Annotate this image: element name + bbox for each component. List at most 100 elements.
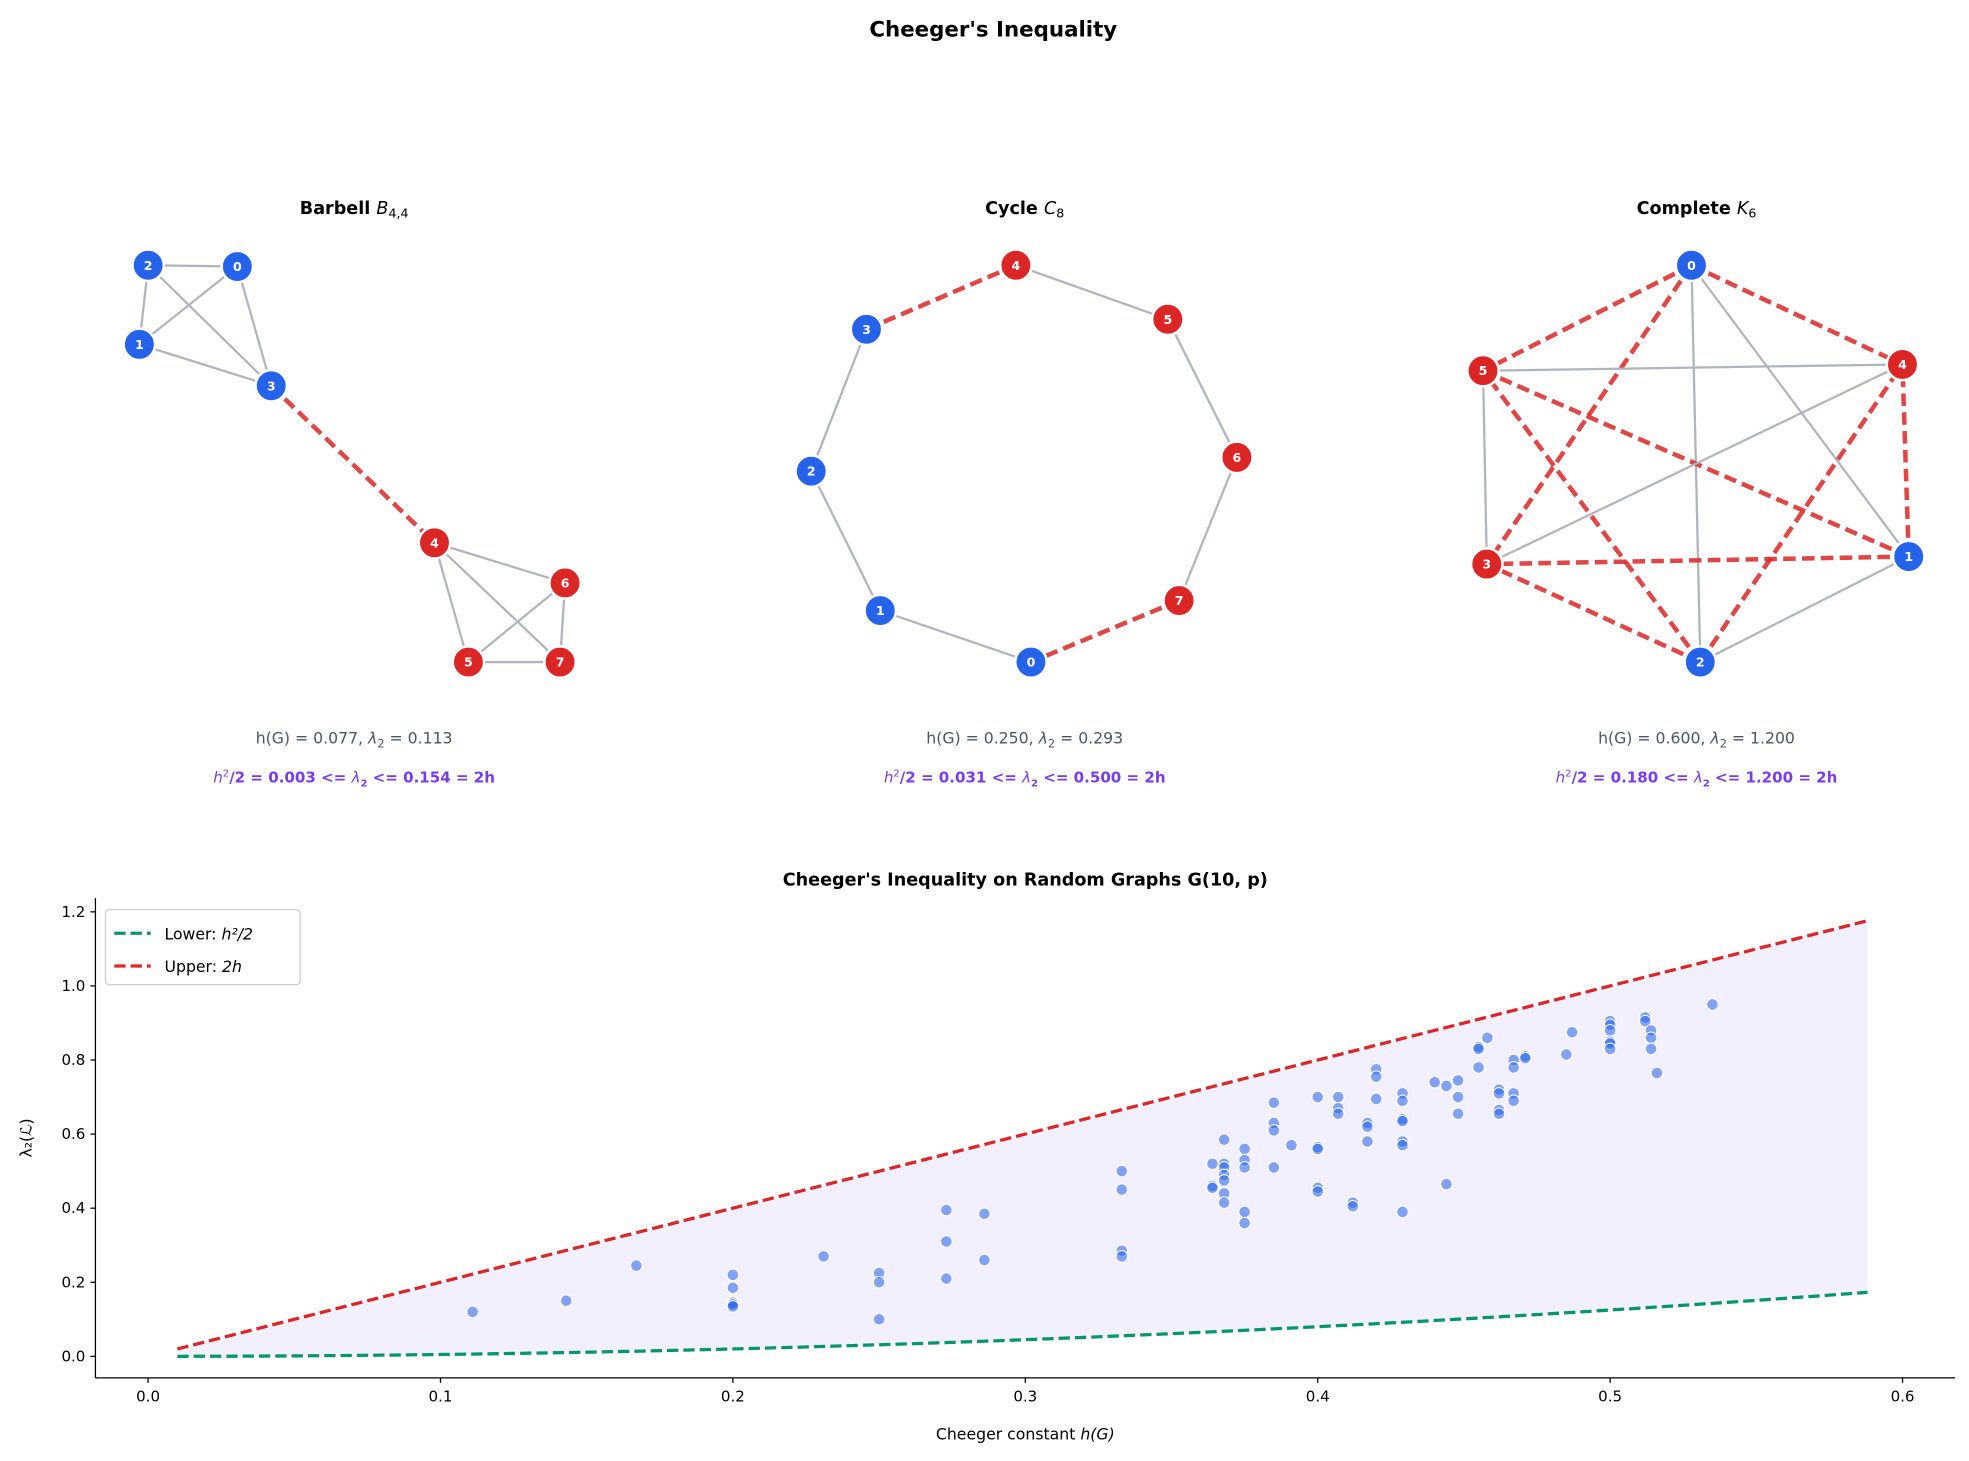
x-tick-label: 0.2 <box>721 1388 745 1406</box>
edges <box>1481 263 1911 665</box>
graph-edge <box>810 470 882 612</box>
data-point <box>817 1250 830 1263</box>
node-label: 3 <box>267 378 276 393</box>
cut-edge <box>269 384 437 545</box>
edges <box>138 264 567 664</box>
node-circle <box>863 593 898 628</box>
upper-bound-line <box>176 919 1868 1351</box>
x-tick-label: 0.5 <box>1598 1388 1622 1406</box>
panel-bounds: h2/2 = 0.003 <= λ2 <= 0.154 = 2h <box>213 768 495 789</box>
data-point <box>1428 1075 1441 1089</box>
graph-edge <box>1166 318 1238 458</box>
figure-title: Cheeger's Inequality <box>869 18 1117 43</box>
node-circle <box>1683 645 1718 680</box>
data-point <box>1206 1157 1219 1171</box>
panel-stats: h(G) = 0.250, λ2 = 0.293 <box>926 729 1123 751</box>
node-label: 3 <box>862 322 871 337</box>
node-circle <box>122 327 157 362</box>
data-point <box>940 1272 953 1285</box>
cut-edge <box>865 263 1017 332</box>
node-label: 4 <box>1898 357 1907 372</box>
data-point <box>1492 1107 1506 1121</box>
node-circle <box>1014 645 1048 680</box>
data-point <box>1650 1066 1664 1080</box>
panel-title: Barbell B4,4 <box>300 199 409 221</box>
graph-edge <box>1690 264 1910 558</box>
data-point <box>1238 1161 1251 1174</box>
edges <box>810 263 1238 665</box>
graph-node: 1 <box>1891 539 1926 574</box>
graph-edge <box>467 582 566 663</box>
graph-node: 0 <box>1014 645 1048 680</box>
lambda-subscript: 2 <box>1048 737 1055 750</box>
lower-bound: /2 = 0.180 <= <box>1572 769 1694 787</box>
data-point <box>1115 1250 1129 1263</box>
x-tick-label: 0.1 <box>429 1388 453 1406</box>
data-point <box>1451 1107 1465 1121</box>
node-circle <box>548 565 583 600</box>
data-point <box>1507 1094 1520 1108</box>
panel-title-symbol: C <box>1044 199 1057 219</box>
lower-bound: /2 = 0.003 <= <box>229 769 351 787</box>
legend-label-lower: Lower: h²/2 <box>165 925 254 944</box>
data-point <box>1217 1133 1231 1146</box>
node-circle <box>1150 302 1185 337</box>
node-circle <box>451 645 486 680</box>
data-point <box>940 1203 953 1217</box>
data-point <box>1492 1087 1506 1100</box>
node-circle <box>417 525 452 560</box>
node-circle <box>1885 347 1920 382</box>
cheeger-value: h(G) = 0.600, <box>1598 729 1710 748</box>
node-label: 6 <box>561 575 570 590</box>
node-circle <box>254 368 289 403</box>
data-point <box>1472 1042 1485 1056</box>
data-point <box>559 1294 573 1308</box>
data-point <box>1346 1200 1360 1213</box>
lambda-symbol: λ <box>367 729 377 748</box>
data-point <box>940 1235 953 1248</box>
panel-title-name: Complete <box>1637 199 1737 219</box>
lower-bound-line <box>177 1290 1868 1358</box>
data-point <box>1115 1164 1129 1178</box>
node-label: 0 <box>1687 258 1696 273</box>
node-circle <box>794 454 829 489</box>
cut-edge <box>1698 363 1905 664</box>
graph-node: 3 <box>1469 547 1504 582</box>
lambda-symbol: λ <box>1038 729 1048 748</box>
data-point <box>1369 1092 1383 1106</box>
y-tick-label: 1.2 <box>61 903 85 921</box>
data-point <box>1217 1196 1231 1209</box>
data-point <box>1507 1061 1520 1074</box>
data-point <box>1217 1174 1231 1187</box>
graph-node: 5 <box>451 645 486 680</box>
data-point <box>1311 1185 1325 1198</box>
lambda-subscript: 2 <box>377 737 384 750</box>
graph-node: 7 <box>1162 583 1197 618</box>
node-label: 4 <box>1012 258 1021 273</box>
graph-node: 5 <box>1466 353 1500 388</box>
panel-title: Cycle C8 <box>985 199 1064 221</box>
data-point <box>1331 1107 1345 1121</box>
node-label: 3 <box>1482 557 1491 572</box>
data-point <box>1603 1024 1617 1037</box>
upper-bound: <= 0.154 = 2h <box>367 769 495 787</box>
node-label: 1 <box>135 337 144 352</box>
node-label: 5 <box>1163 312 1172 327</box>
graph-edge <box>139 343 272 387</box>
data-point <box>1559 1048 1573 1061</box>
data-point <box>1206 1181 1219 1195</box>
x-tick-label: 0.6 <box>1891 1388 1915 1406</box>
data-point <box>1267 1161 1281 1174</box>
cut-edge <box>1486 554 1909 567</box>
data-point <box>466 1305 479 1319</box>
panel-bounds: h2/2 = 0.180 <= λ2 <= 1.200 = 2h <box>1556 768 1838 789</box>
data-point <box>1361 1135 1374 1148</box>
graph-edge <box>1178 456 1238 601</box>
node-circle <box>131 248 166 283</box>
node-circle <box>1674 248 1709 283</box>
upper-bound: <= 1.200 = 2h <box>1710 769 1838 787</box>
graph-edge <box>1699 555 1910 664</box>
upper-bound: <= 0.500 = 2h <box>1038 769 1166 787</box>
